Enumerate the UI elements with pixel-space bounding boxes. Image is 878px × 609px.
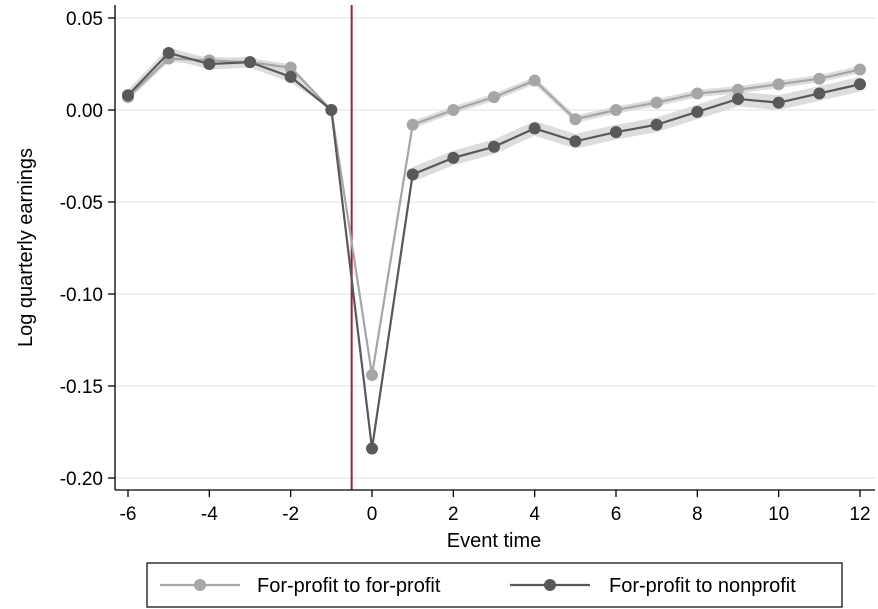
axes: 0.05 0.00 -0.05 -0.10 -0.15 -0.20 -6 -4 -2 0 2 4 6 8 1… — [60, 5, 875, 525]
data-point — [650, 118, 663, 131]
data-point — [447, 151, 460, 164]
data-point — [284, 70, 297, 83]
x-tick-label: -4 — [201, 504, 218, 525]
grid-lines — [115, 17, 875, 479]
data-point — [854, 63, 866, 76]
confidence-bands — [128, 47, 860, 456]
y-tick-label: -0.15 — [60, 377, 103, 398]
x-tick-label: 12 — [849, 504, 870, 525]
data-point — [691, 87, 704, 100]
legend-label: For-profit to for-profit — [257, 575, 441, 597]
y-tick-label: -0.05 — [60, 193, 103, 214]
y-axis-label: Log quarterly earnings — [15, 148, 37, 347]
data-point — [569, 113, 582, 126]
x-tick-label: 0 — [367, 504, 378, 525]
data-point — [732, 83, 744, 96]
confidence-band — [128, 47, 860, 456]
data-point — [284, 61, 297, 74]
data-point — [691, 105, 704, 118]
data-point — [366, 368, 378, 381]
x-axis-label: Event time — [447, 530, 541, 552]
legend-swatch-marker — [194, 579, 206, 591]
x-tick-label: -6 — [120, 504, 137, 525]
data-point — [813, 72, 826, 85]
x-tick-label: -2 — [282, 504, 299, 525]
data-point — [488, 140, 500, 153]
data-point — [406, 168, 419, 181]
legend-swatch-marker — [544, 579, 556, 591]
series-lines — [122, 46, 866, 455]
y-tick-label: -0.20 — [60, 469, 103, 490]
data-point — [610, 104, 622, 116]
data-point — [854, 78, 866, 91]
data-point — [325, 104, 338, 116]
data-point — [366, 442, 378, 455]
data-point — [447, 104, 460, 116]
x-tick-label: 2 — [448, 504, 459, 525]
legend-label: For-profit to nonprofit — [609, 575, 796, 597]
x-tick-label: 10 — [768, 504, 789, 525]
data-point — [162, 46, 175, 59]
data-point — [569, 135, 582, 148]
x-tick-label: 4 — [529, 504, 540, 525]
series-line — [127, 51, 861, 449]
data-point — [488, 91, 500, 104]
data-point — [772, 78, 785, 91]
data-point — [610, 126, 622, 139]
data-point — [772, 96, 785, 109]
data-point — [244, 56, 256, 69]
data-point — [122, 89, 134, 102]
y-tick-label: 0.05 — [66, 9, 103, 30]
x-tick-label: 6 — [611, 504, 622, 525]
y-tick-label: -0.10 — [60, 285, 103, 306]
data-point — [732, 92, 744, 105]
x-tick-label: 8 — [692, 504, 703, 525]
y-tick-label: 0.00 — [66, 101, 103, 122]
data-point — [813, 87, 826, 100]
data-point — [528, 74, 541, 87]
data-point — [528, 122, 541, 135]
data-point — [203, 58, 216, 70]
legend: For-profit to for-profit For-profit to n… — [146, 562, 843, 608]
legend-box — [146, 562, 843, 608]
data-point — [406, 118, 419, 131]
data-point — [650, 96, 663, 109]
